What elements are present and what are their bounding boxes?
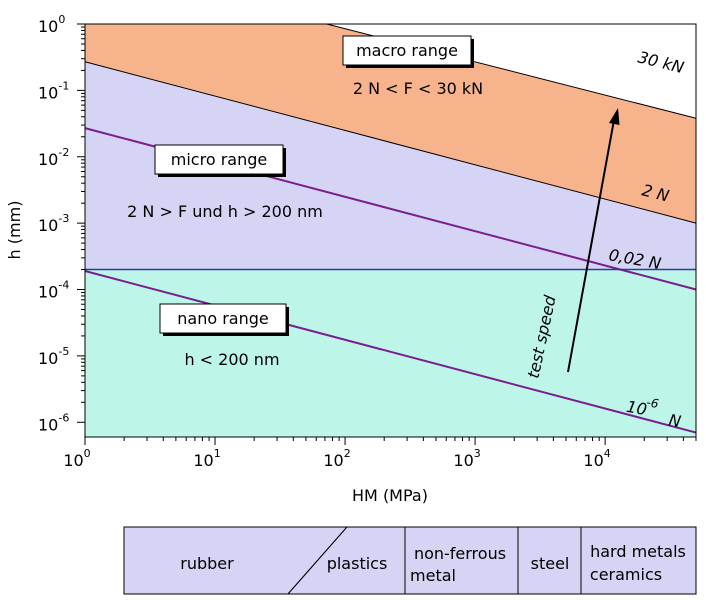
y-tick-label: 10-2 (38, 146, 69, 169)
series-line-1 (84, 61, 697, 224)
material-steel: steel (531, 554, 570, 573)
plot-frame (84, 23, 697, 438)
material-hardmetals-line2: ceramics (590, 565, 662, 584)
x-tick-label: 100 (63, 447, 90, 470)
material-plastics: plastics (327, 554, 388, 573)
y-tick-label: 10-6 (38, 411, 69, 434)
region-macro (85, 24, 696, 224)
nano-range-desc: h < 200 nm (184, 350, 279, 369)
material-band-steel (517, 526, 582, 595)
micro-range-text: micro range (171, 150, 267, 169)
label-1e-6n-base: 10 (625, 397, 648, 419)
test-speed-arrow (567, 108, 620, 373)
micro-range-label: micro range (154, 144, 286, 177)
y-tick-label: 100 (38, 13, 65, 36)
series-line-3 (84, 270, 697, 434)
x-tick-label: 103 (453, 447, 480, 470)
arrow-head-icon (609, 108, 620, 125)
x-tick-label: 102 (323, 447, 350, 470)
y-tick-label: 10-1 (38, 79, 69, 102)
label-1e-6n: 10 -6 N (625, 395, 682, 431)
material-band-nonferrous (404, 526, 519, 595)
material-nonferrous-line2: metal (410, 566, 456, 585)
macro-range-label: macro range (342, 35, 474, 68)
material-band-hardmetals (580, 526, 697, 595)
x-tick-label: 101 (193, 447, 220, 470)
x-tick-label: 104 (583, 447, 610, 470)
materials-scale: rubber plastics non-ferrous metal steel … (123, 526, 697, 595)
y-tick-label: 10-4 (38, 279, 69, 302)
nano-range-label: nano range (159, 303, 289, 336)
nano-range-text: nano range (177, 309, 268, 328)
label-1e-6n-exp: -6 (645, 395, 660, 411)
y-axis-title: h (mm) (5, 201, 24, 260)
label-1e-6n-unit: N (667, 410, 682, 431)
material-nonferrous-line1: non-ferrous (414, 544, 506, 563)
micro-range-desc: 2 N > F und h > 200 nm (127, 202, 323, 221)
axis-ticks: 100 101 102 103 104 100 10-1 10-2 10-3 10-4 10-5 10… (38, 13, 697, 470)
material-hardmetals-line1: hard metals (590, 542, 686, 561)
material-rubber: rubber (180, 554, 234, 573)
x-axis-title: HM (MPa) (352, 486, 428, 505)
macro-range-desc: 2 N < F < 30 kN (353, 79, 483, 98)
y-tick-label: 10-3 (38, 212, 69, 235)
macro-range-text: macro range (356, 41, 458, 60)
y-tick-label: 10-5 (38, 345, 69, 368)
region-micro (85, 61, 696, 270)
